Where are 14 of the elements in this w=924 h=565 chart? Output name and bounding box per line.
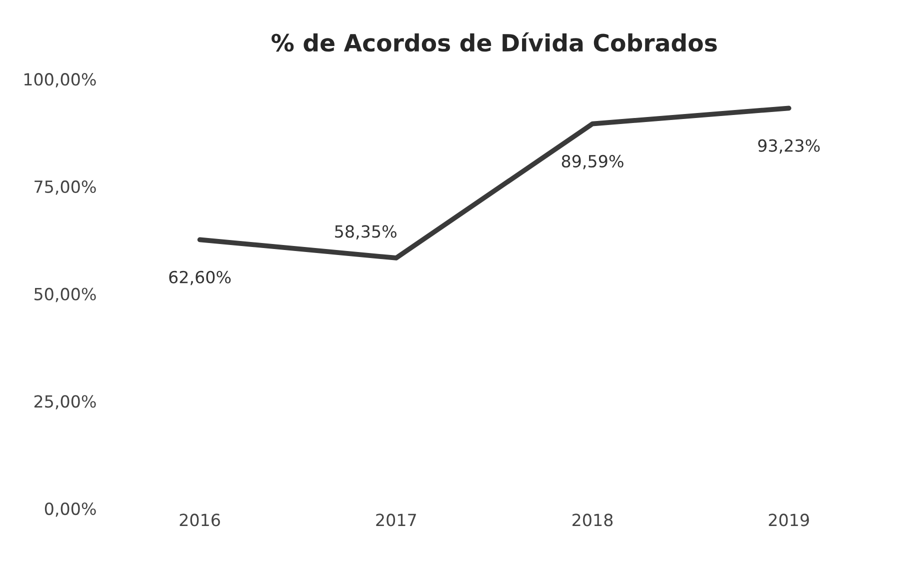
data-label: 58,35% — [335, 225, 396, 240]
x-tick-label: 2016 — [180, 514, 220, 526]
data-label: 93,23% — [758, 139, 820, 154]
y-tick-label: 75,00% — [34, 180, 96, 195]
x-tick-label: 2017 — [376, 514, 416, 526]
data-label: 89,59% — [562, 154, 624, 170]
y-tick-label: 50,00% — [34, 288, 96, 302]
data-label: 62,60% — [169, 270, 231, 286]
x-tick-label: 2018 — [572, 514, 613, 526]
y-tick-label: 25,00% — [34, 395, 96, 410]
x-tick-label: 2019 — [768, 514, 809, 526]
chart-title: % de Acordos de Dívida Cobrados — [272, 32, 717, 52]
y-tick-label: 0,00% — [44, 502, 96, 517]
y-tick-label: 100,00% — [24, 73, 96, 88]
